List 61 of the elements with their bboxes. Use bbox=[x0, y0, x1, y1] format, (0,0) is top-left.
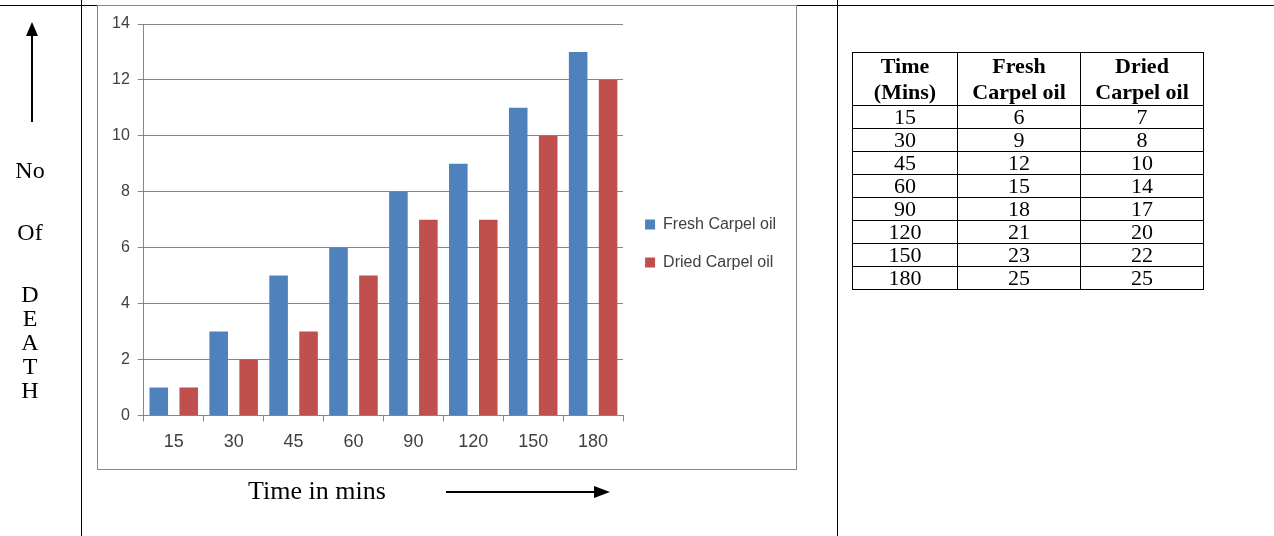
data-label: 12 bbox=[957, 150, 1081, 175]
bar bbox=[508, 107, 528, 415]
x-tick-label: 90 bbox=[403, 431, 424, 452]
legend-label: Fresh Carpel oil bbox=[663, 214, 777, 232]
y-tick-label: 4 bbox=[120, 293, 130, 311]
data-label: 6 bbox=[957, 104, 1081, 129]
bar bbox=[299, 331, 318, 415]
bar bbox=[568, 51, 588, 415]
data-label: 9 bbox=[957, 127, 1081, 152]
data-label: 25 bbox=[957, 265, 1081, 290]
x-tick-label: 30 bbox=[223, 431, 244, 452]
data-label: 10 bbox=[1080, 150, 1204, 175]
y-tick-label: 90 bbox=[852, 196, 958, 221]
y-tick-label: 45 bbox=[852, 150, 958, 175]
y-tick-label: 2 bbox=[120, 349, 130, 367]
bar bbox=[478, 219, 498, 415]
bar bbox=[419, 219, 438, 415]
x-tick-label: 150 bbox=[518, 431, 549, 452]
bar bbox=[179, 387, 199, 415]
y-tick-label: 150 bbox=[852, 242, 958, 267]
bar bbox=[149, 387, 169, 415]
bar bbox=[209, 331, 228, 415]
data-label: 7 bbox=[1080, 104, 1204, 129]
data-label: 23 bbox=[957, 242, 1081, 267]
bar bbox=[329, 247, 348, 415]
x-tick-label: 60 bbox=[343, 431, 364, 452]
data-label: 14 bbox=[1080, 173, 1204, 198]
y-tick-label: 8 bbox=[120, 182, 130, 200]
data-label: 17 bbox=[1080, 196, 1204, 221]
y-tick-label: 60 bbox=[852, 173, 958, 198]
x-tick-label: 45 bbox=[283, 431, 304, 452]
x-axis-title: Time in mins bbox=[248, 476, 386, 506]
y-tick-label: 15 bbox=[852, 104, 958, 129]
y-axis-title: Time (Mins) bbox=[852, 52, 958, 106]
text: No Of DEATH bbox=[15, 157, 45, 403]
bar bbox=[598, 79, 618, 415]
y-tick-label: 0 bbox=[120, 405, 130, 423]
x-tick-label: 15 bbox=[163, 431, 184, 452]
legend-label: Dried Carpel oil bbox=[663, 252, 774, 270]
bar bbox=[389, 191, 408, 415]
data-label: 22 bbox=[1080, 242, 1204, 267]
data-label: 15 bbox=[957, 173, 1081, 198]
y-tick-label: 120 bbox=[852, 219, 958, 244]
data-label: 20 bbox=[1080, 219, 1204, 244]
bar bbox=[239, 359, 258, 415]
data-label: 21 bbox=[957, 219, 1081, 244]
y-tick-label: 6 bbox=[120, 238, 130, 256]
data-label: 25 bbox=[1080, 265, 1204, 290]
y-tick-label: 30 bbox=[852, 127, 958, 152]
y-tick-label: 12 bbox=[112, 70, 130, 88]
bar bbox=[449, 163, 468, 415]
data-label: 8 bbox=[1080, 127, 1204, 152]
bar bbox=[538, 135, 558, 415]
x-tick-label: 120 bbox=[458, 431, 489, 452]
bar bbox=[359, 275, 378, 415]
y-tick-label: 10 bbox=[112, 126, 130, 144]
bar bbox=[269, 275, 288, 415]
y-tick-label: 180 bbox=[852, 265, 958, 290]
x-tick-label: 180 bbox=[578, 431, 609, 452]
y-tick-label: 14 bbox=[112, 14, 130, 32]
data-label: 18 bbox=[957, 196, 1081, 221]
